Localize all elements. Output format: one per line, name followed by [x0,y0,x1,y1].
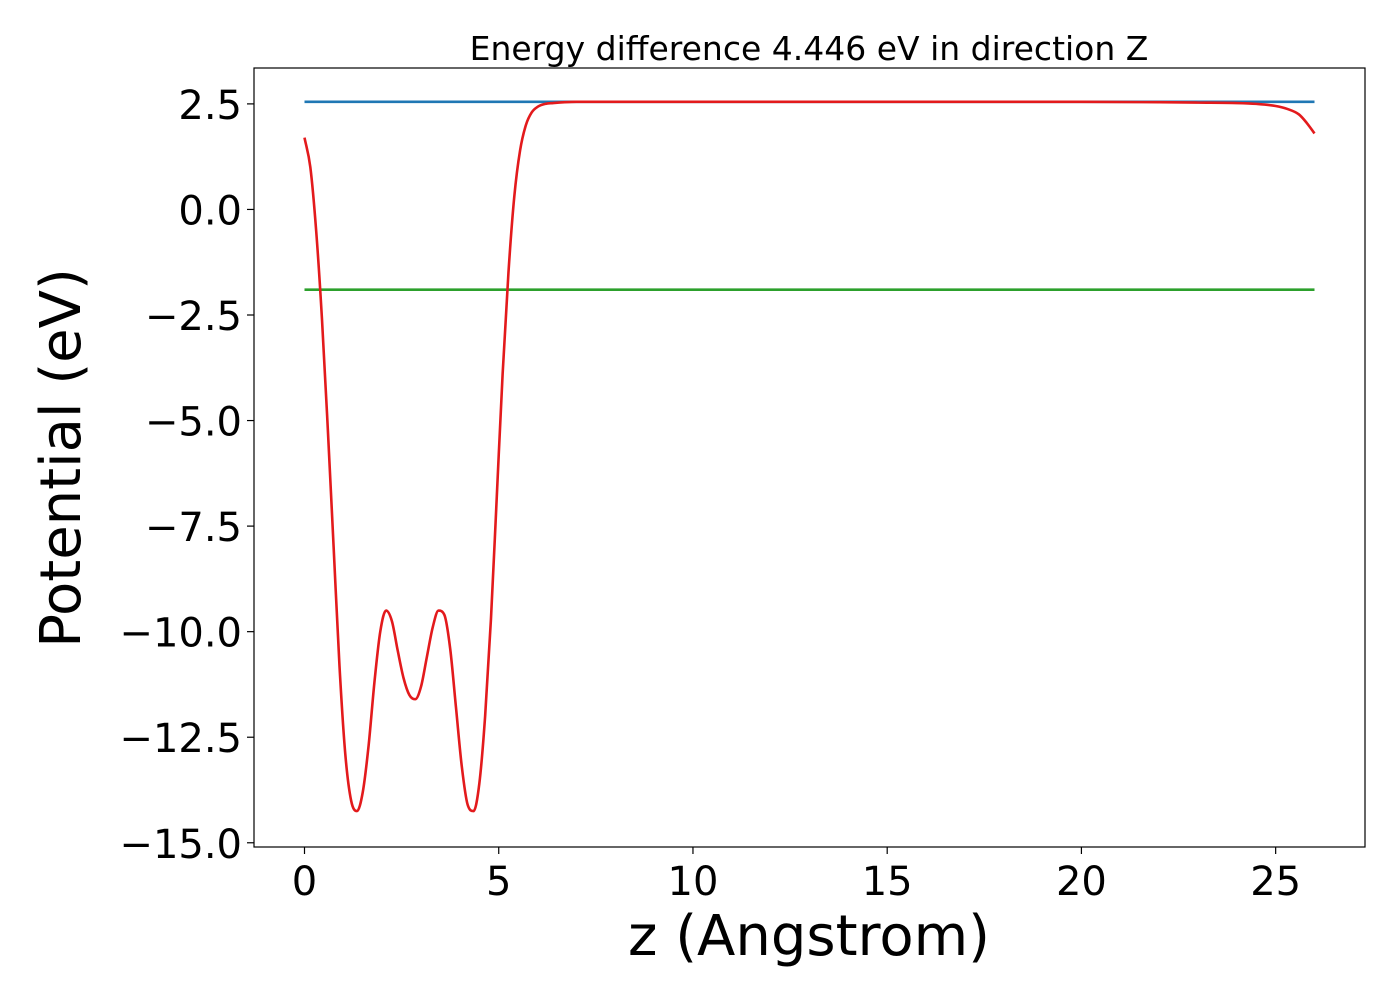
plot-frame [253,67,1366,848]
x-tick-label: 15 [862,859,913,905]
x-tick-label: 20 [1056,859,1107,905]
x-tick-label: 5 [486,859,511,905]
x-tick-label: 10 [668,859,719,905]
y-tick-label: −5.0 [145,400,242,446]
y-tick-label: −2.5 [145,294,242,340]
series-line-3 [303,100,1316,813]
y-tick-label: −7.5 [145,505,242,551]
y-tick-label: −10.0 [119,611,242,657]
chart-title: Energy difference 4.446 eV in direction … [470,29,1149,68]
y-axis-ticks: 2.5 0.0 −2.5 −5.0 −7.5 −10.0 −12.5 −15.0 [119,83,254,868]
y-axis-label: Potential (eV) [29,268,94,648]
x-axis-ticks: 0 5 10 15 20 25 [292,847,1301,905]
x-tick-label: 0 [292,859,317,905]
x-axis-label: z (Angstrom) [628,904,990,969]
y-tick-label: 2.5 [178,83,242,129]
y-tick-label: −15.0 [119,822,242,868]
plot-lines [303,100,1316,813]
x-tick-label: 25 [1250,859,1301,905]
y-tick-label: 0.0 [178,188,242,234]
y-tick-label: −12.5 [119,716,242,762]
